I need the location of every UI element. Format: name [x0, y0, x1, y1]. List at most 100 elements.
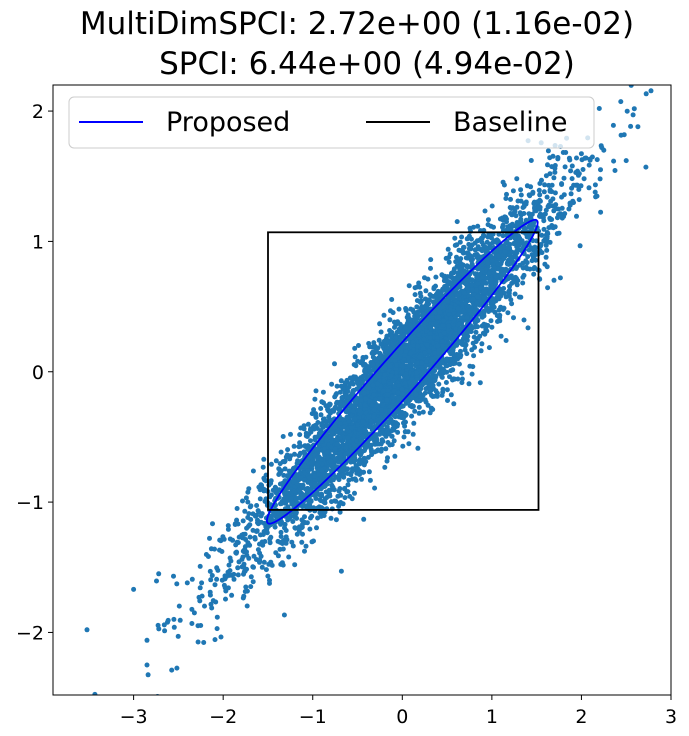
scatter-point: [543, 232, 549, 238]
scatter-point: [359, 448, 365, 454]
scatter-point: [278, 468, 284, 474]
scatter-point: [570, 198, 576, 204]
scatter-point: [528, 158, 534, 163]
scatter-point: [508, 297, 514, 303]
scatter-point: [446, 279, 452, 285]
scatter-point: [231, 571, 237, 577]
scatter-point: [343, 444, 349, 450]
scatter-point: [390, 394, 396, 400]
scatter-point: [628, 85, 634, 88]
scatter-point: [504, 261, 510, 267]
scatter-point: [517, 235, 523, 241]
scatter-point: [366, 469, 372, 475]
scatter-point: [631, 106, 637, 112]
scatter-point: [297, 432, 303, 438]
scatter-point: [298, 475, 304, 480]
scatter-point: [338, 492, 344, 498]
scatter-point: [496, 253, 501, 259]
scatter-point: [449, 270, 454, 276]
scatter-point: [392, 414, 398, 420]
scatter-point: [464, 263, 470, 269]
scatter-point: [429, 356, 435, 362]
scatter-point: [214, 565, 220, 571]
scatter-point: [384, 397, 390, 403]
scatter-point: [267, 536, 273, 542]
scatter-point: [450, 321, 456, 327]
scatter-point: [509, 301, 515, 307]
scatter-point: [174, 581, 180, 587]
scatter-point: [288, 431, 293, 437]
scatter-point: [430, 382, 436, 388]
scatter-point: [382, 413, 388, 419]
scatter-point: [512, 291, 518, 297]
scatter-point: [207, 592, 213, 598]
scatter-point: [387, 404, 393, 410]
scatter-point: [380, 438, 386, 444]
scatter-point: [296, 524, 302, 530]
scatter-point: [518, 294, 524, 300]
scatter-point: [555, 155, 561, 160]
scatter-point: [528, 184, 534, 190]
scatter-point: [346, 477, 352, 483]
scatter-point: [542, 211, 548, 217]
scatter-point: [208, 546, 214, 552]
scatter-point: [531, 271, 537, 277]
scatter-point: [228, 558, 234, 564]
scatter-point: [454, 292, 460, 298]
scatter-point: [367, 344, 373, 350]
scatter-point: [297, 440, 303, 446]
scatter-point: [208, 601, 214, 607]
scatter-point: [224, 574, 230, 579]
scatter-point: [482, 208, 488, 214]
scatter-point: [425, 373, 431, 379]
scatter-point: [246, 555, 252, 561]
scatter-point: [316, 446, 322, 452]
scatter-point: [328, 515, 334, 521]
scatter-point: [257, 550, 263, 556]
scatter-point: [618, 132, 624, 138]
scatter-point: [392, 324, 397, 330]
scatter-point: [416, 326, 422, 332]
scatter-point: [474, 300, 480, 306]
scatter-point: [503, 196, 509, 201]
scatter-point: [336, 459, 342, 465]
scatter-point: [406, 441, 412, 447]
scatter-point: [393, 420, 399, 426]
scatter-point: [489, 307, 495, 313]
scatter-point: [336, 430, 342, 436]
scatter-point: [343, 409, 349, 415]
scatter-point: [484, 275, 490, 281]
scatter-point: [388, 308, 393, 314]
scatter-point: [465, 329, 471, 335]
scatter-point: [479, 268, 485, 274]
scatter-point: [92, 691, 98, 695]
scatter-point: [362, 402, 368, 408]
scatter-point: [387, 317, 393, 323]
scatter-point: [477, 380, 483, 386]
scatter-point: [389, 329, 395, 335]
scatter-point: [344, 415, 350, 421]
scatter-point: [387, 363, 393, 369]
scatter-point: [352, 354, 358, 360]
scatter-point: [413, 392, 419, 398]
scatter-point: [334, 441, 340, 447]
scatter-point: [508, 211, 514, 216]
scatter-point: [426, 348, 432, 354]
scatter-point: [212, 637, 218, 643]
scatter-point: [302, 548, 307, 554]
scatter-point: [545, 148, 551, 154]
scatter-point: [351, 387, 357, 393]
scatter-point: [197, 563, 203, 569]
scatter-point: [235, 565, 241, 571]
scatter-point: [410, 431, 416, 437]
scatter-point: [214, 626, 220, 632]
scatter-point: [542, 182, 548, 188]
scatter-point: [485, 217, 491, 223]
scatter-point: [517, 210, 523, 216]
scatter-point: [463, 342, 469, 348]
scatter-point: [544, 247, 550, 253]
scatter-point: [459, 380, 465, 386]
scatter-point: [388, 373, 394, 379]
scatter-point: [474, 238, 480, 244]
scatter-point: [478, 285, 484, 291]
